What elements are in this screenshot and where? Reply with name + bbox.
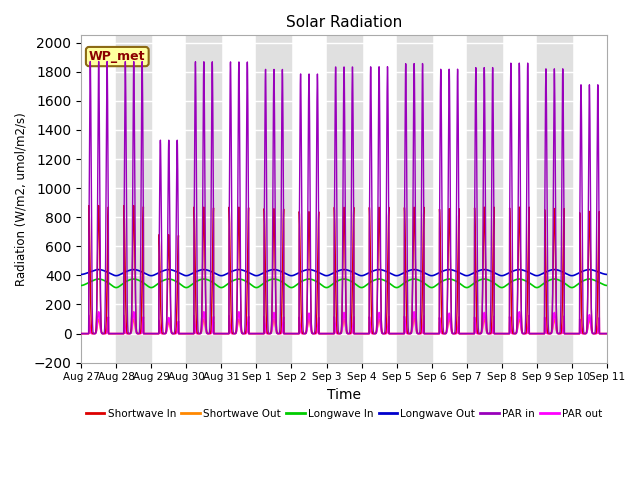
X-axis label: Time: Time	[327, 388, 361, 402]
Bar	[537, 36, 572, 363]
Title: Solar Radiation: Solar Radiation	[286, 15, 402, 30]
Bar	[116, 36, 151, 363]
Y-axis label: Radiation (W/m2, umol/m2/s): Radiation (W/m2, umol/m2/s)	[15, 112, 28, 286]
Bar	[467, 36, 502, 363]
Bar	[397, 36, 431, 363]
Bar	[326, 36, 362, 363]
Legend: Shortwave In, Shortwave Out, Longwave In, Longwave Out, PAR in, PAR out: Shortwave In, Shortwave Out, Longwave In…	[81, 405, 607, 423]
Bar	[186, 36, 221, 363]
Bar	[257, 36, 291, 363]
Text: WP_met: WP_met	[89, 50, 145, 63]
